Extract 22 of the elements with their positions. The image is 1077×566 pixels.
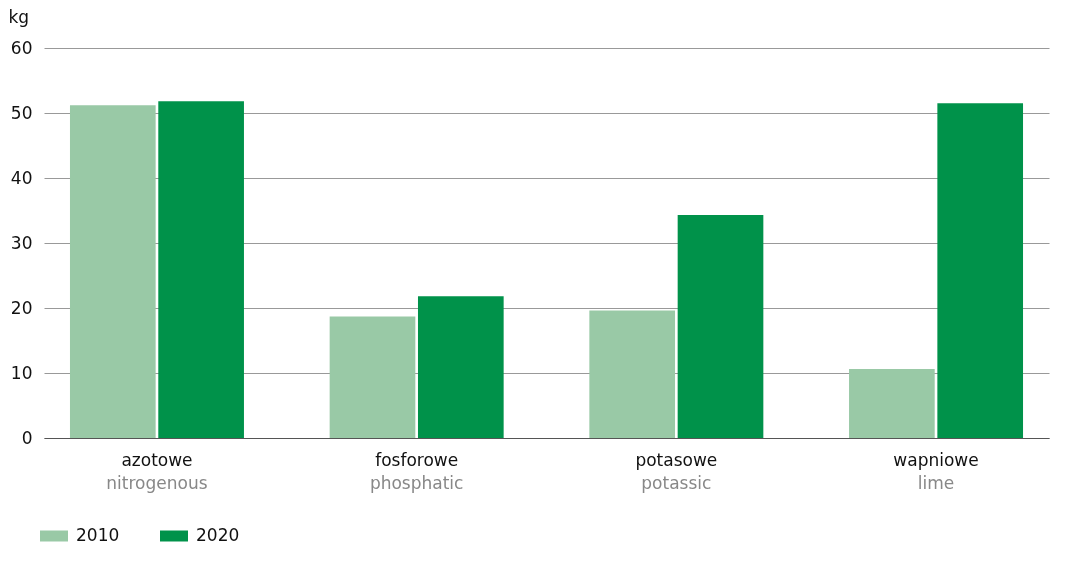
y-tick-label: 40 — [10, 167, 33, 188]
y-axis-title: kg — [8, 6, 30, 27]
bar — [158, 101, 244, 438]
legend-label: 2020 — [196, 525, 240, 545]
y-tick-label: 10 — [10, 362, 33, 383]
y-tick-label: 20 — [10, 297, 33, 318]
bar — [937, 103, 1024, 438]
y-tick-label: 60 — [10, 37, 33, 58]
legend-label: 2010 — [76, 525, 120, 545]
y-tick-label: 0 — [21, 427, 33, 448]
category-label: wapniowe lime — [893, 449, 979, 493]
bar — [69, 105, 156, 438]
category-label: fosforowe phosphatic — [369, 449, 464, 493]
y-tick-label: 50 — [10, 102, 33, 123]
bar — [417, 296, 504, 438]
bar — [677, 215, 764, 438]
bar — [849, 369, 935, 438]
bar — [589, 310, 676, 438]
y-tick-label: 30 — [10, 232, 33, 253]
category-label: potasowe potassic — [635, 449, 718, 493]
bar — [329, 316, 416, 438]
category-label: azotowe nitrogenous — [106, 449, 208, 493]
